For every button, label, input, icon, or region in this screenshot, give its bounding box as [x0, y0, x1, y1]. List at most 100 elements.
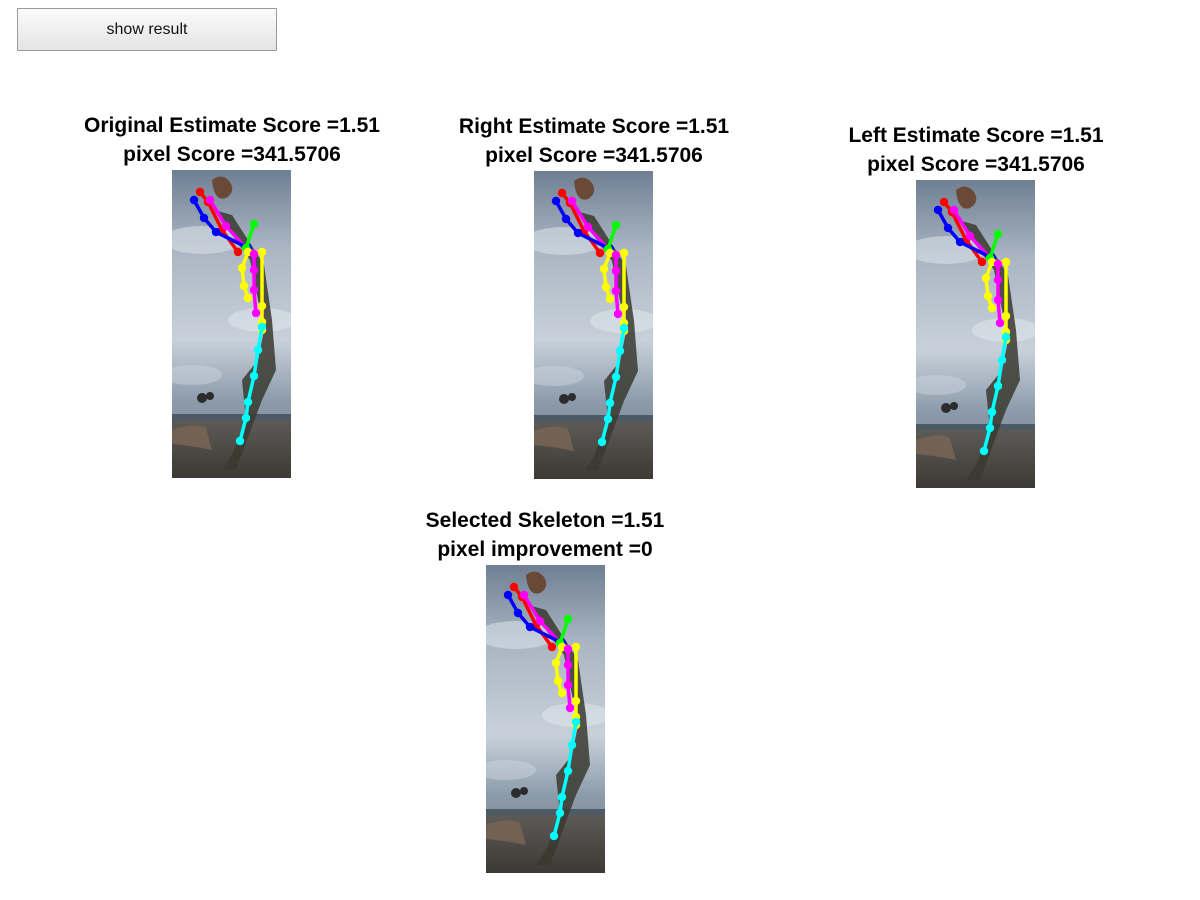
skeleton-joint [253, 345, 263, 355]
skeleton-joint [211, 227, 221, 237]
skeleton-joint [571, 642, 581, 652]
skeleton-joint [249, 265, 259, 275]
skeleton-joint [981, 273, 991, 283]
skeleton-joint [983, 291, 993, 301]
skeleton-joint [615, 346, 625, 356]
skeleton-head-line [512, 585, 554, 649]
selected-panel-title: Selected Skeleton =1.51 pixel improvemen… [426, 506, 665, 564]
photo-background [916, 180, 1035, 488]
skeleton-joint [611, 286, 621, 296]
skeleton-right-arm-line [614, 253, 620, 316]
skeleton-joint [195, 187, 205, 197]
skeleton-joint [557, 188, 567, 198]
right-estimate-image [534, 171, 653, 479]
right-pixel-score-label: pixel Score =341.5706 [485, 144, 703, 167]
right-panel-title: Right Estimate Score =1.51 pixel Score =… [459, 112, 729, 170]
skeleton-joint [955, 237, 965, 247]
selected-skeleton-image [486, 565, 605, 873]
skeleton-joint [199, 213, 209, 223]
skeleton-joint [257, 301, 267, 311]
left-panel-title: Left Estimate Score =1.51 pixel Score =3… [848, 121, 1103, 179]
skeleton-joint [611, 250, 621, 260]
skeleton-joint [547, 642, 557, 652]
skeleton-joint [551, 658, 561, 668]
skeleton-joint [603, 414, 613, 424]
selected-pixel-improvement-label: pixel improvement =0 [437, 538, 653, 561]
skeleton-joint [979, 446, 989, 456]
skeleton-neck-line [244, 222, 256, 250]
skeleton-joint [249, 371, 259, 381]
skeleton-joint [563, 644, 573, 654]
skeleton-joint [939, 197, 949, 207]
skeleton-joint [949, 205, 959, 215]
skeleton-joint [597, 437, 607, 447]
skeleton-joint [503, 590, 513, 600]
skeleton-torso-line [554, 645, 564, 695]
skeleton-joint [525, 622, 535, 632]
skeleton-joint [563, 614, 573, 624]
skeleton-joint [977, 257, 987, 267]
skeleton-right-arm-line [566, 647, 572, 710]
original-estimate-image [172, 170, 291, 478]
skeleton-joint [613, 309, 623, 319]
skeleton-left-arm-line [506, 593, 564, 645]
skeleton-joint [987, 407, 997, 417]
skeleton-joint [619, 323, 629, 333]
skeleton-joint [993, 381, 1003, 391]
skeleton-joint [993, 259, 1003, 269]
skeleton-head-line [198, 190, 240, 254]
skeleton-neck-line [606, 223, 618, 251]
skeleton-torso-line [984, 260, 994, 310]
skeleton-joint [509, 582, 519, 592]
skeleton-joint [237, 263, 247, 273]
skeleton-joint [573, 228, 583, 238]
skeleton-joint [965, 231, 975, 241]
skeleton-joint [571, 717, 581, 727]
skeleton-joint [241, 413, 251, 423]
skeleton-joint [251, 308, 261, 318]
skeleton-joint [243, 397, 253, 407]
skeleton-joint [221, 221, 231, 231]
skeleton-joint [561, 214, 571, 224]
skeleton-neck-line [558, 617, 570, 645]
skeleton-joint [553, 676, 563, 686]
photo-background [486, 565, 605, 873]
skeleton-joint [595, 248, 605, 258]
skeleton-joint [997, 355, 1007, 365]
skeleton-joint [985, 423, 995, 433]
skeleton-neck-line [988, 232, 1000, 260]
skeleton-joint [619, 248, 629, 258]
skeleton-joint [189, 195, 199, 205]
skeleton-joint [987, 303, 997, 313]
skeleton-joint [235, 436, 245, 446]
skeleton-joint [233, 247, 243, 257]
left-estimate-image [916, 180, 1035, 488]
skeleton-joint [611, 372, 621, 382]
skeleton-joint [535, 616, 545, 626]
skeleton-joint [551, 196, 561, 206]
skeleton-joint [563, 660, 573, 670]
skeleton-joint [519, 590, 529, 600]
skeleton-joint [257, 247, 267, 257]
original-panel-title: Original Estimate Score =1.51 pixel Scor… [84, 111, 380, 169]
skeleton-joint [513, 608, 523, 618]
original-pixel-score-label: pixel Score =341.5706 [123, 143, 341, 166]
show-result-button[interactable]: show result [17, 8, 277, 51]
skeleton-joint [995, 318, 1005, 328]
skeleton-joint [557, 792, 567, 802]
skeleton-joint [567, 740, 577, 750]
skeleton-joint [555, 808, 565, 818]
skeleton-joint [243, 293, 253, 303]
photo-background [172, 170, 291, 478]
skeleton-joint [1001, 257, 1011, 267]
skeleton-joint [249, 249, 259, 259]
skeleton-joint [1001, 311, 1011, 321]
original-score-label: Original Estimate Score =1.51 [84, 114, 380, 137]
right-score-label: Right Estimate Score =1.51 [458, 115, 730, 138]
skeleton-joint [601, 282, 611, 292]
skeleton-joint [599, 264, 609, 274]
skeleton-joint [993, 229, 1003, 239]
skeleton-joint [249, 285, 259, 295]
skeleton-joint [567, 196, 577, 206]
skeleton-joint [257, 322, 267, 332]
